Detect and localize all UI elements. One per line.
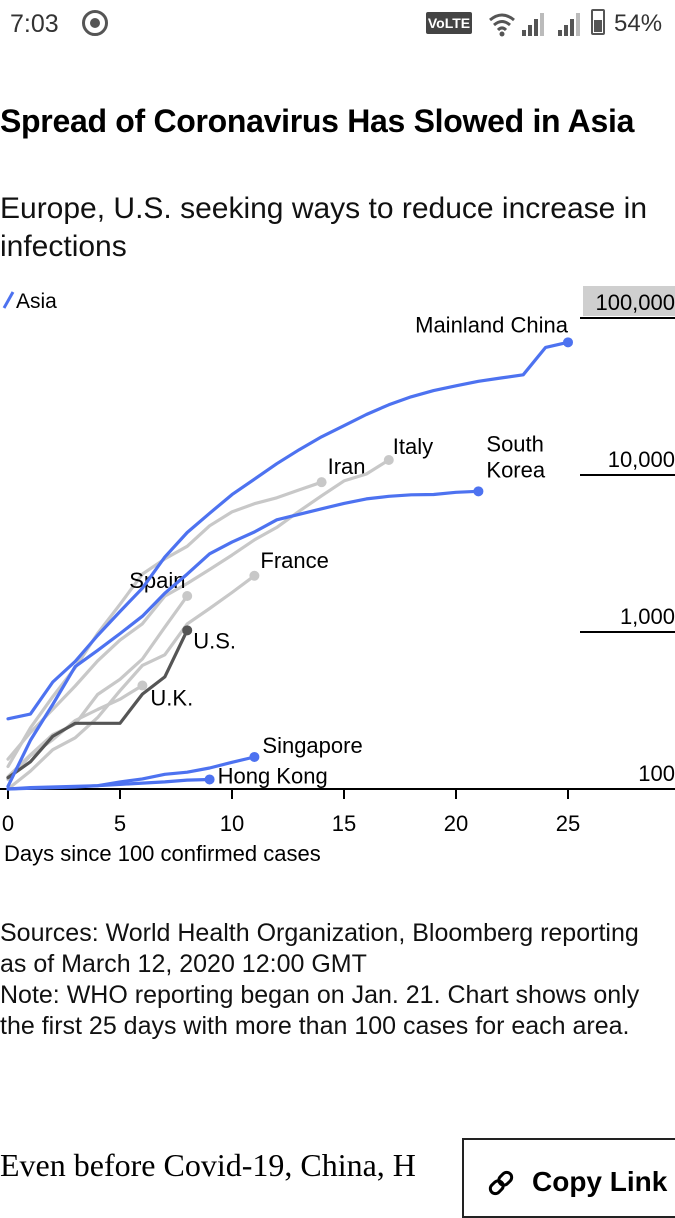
x-tick-label: 10 xyxy=(220,811,244,836)
series-line-hong-kong xyxy=(6,777,212,791)
series-line-spain xyxy=(6,594,189,779)
note-text: Note: WHO reporting began on Jan. 21. Ch… xyxy=(0,981,640,1040)
sources-text: Sources: World Health Organization, Bloo… xyxy=(0,919,639,978)
series-label-singapore: Singapore xyxy=(262,733,362,758)
series-line-u-s xyxy=(6,628,189,780)
copy-link-label: Copy Link xyxy=(532,1166,668,1197)
series-endpoint-u-k xyxy=(137,680,148,691)
x-tick-label: 20 xyxy=(444,811,468,836)
chart-title: Spread of Coronavirus Has Slowed in Asia xyxy=(0,103,635,139)
series-endpoint-hong-kong xyxy=(204,774,215,785)
chart: 100 1,000 10,000 100,000 0 5 10 15 20 25 Days sinc… xyxy=(0,286,675,866)
series-label-u-k: U.K. xyxy=(150,686,193,711)
series-endpoint-spain xyxy=(182,591,193,602)
y-tick-label: 10,000 xyxy=(608,447,675,472)
article-text: Even before Covid-19, China, H xyxy=(0,1147,416,1183)
link-icon xyxy=(488,1170,514,1196)
signal-strength-2-icon xyxy=(558,13,580,36)
status-bar: 7:03 VoLTE 54% xyxy=(0,0,675,48)
series-label-italy: Italy xyxy=(393,434,433,459)
y-tick-label: 1,000 xyxy=(620,604,675,629)
x-tick-label: 5 xyxy=(114,811,126,836)
series-label-south-korea: South Korea xyxy=(486,431,545,482)
series-endpoint-italy xyxy=(383,454,394,465)
series-label-spain: Spain xyxy=(129,568,185,593)
series-line-italy xyxy=(6,458,391,761)
chart-sources: Sources: World Health Organization, Bloo… xyxy=(0,918,670,1042)
series-line-mainland-china xyxy=(6,340,570,721)
series-line-iran xyxy=(6,480,324,769)
series-label-u-s: U.S. xyxy=(193,628,236,653)
x-tick-label: 0 xyxy=(2,811,14,836)
wifi-icon xyxy=(489,13,515,37)
y-tick-label: 100 xyxy=(638,761,675,786)
series-line-france xyxy=(6,574,256,791)
series-endpoint-south-korea xyxy=(473,486,484,497)
clock: 7:03 xyxy=(10,10,59,38)
x-tick-label: 15 xyxy=(332,811,356,836)
chart-subtitle: Europe, U.S. seeking ways to reduce incr… xyxy=(0,192,648,263)
series-line-u-k xyxy=(6,683,144,782)
series-endpoint-singapore xyxy=(249,751,260,762)
series-line-south-korea xyxy=(6,489,480,788)
x-axis-label: Days since 100 confirmed cases xyxy=(4,841,321,866)
y-tick-label: 100,000 xyxy=(595,290,675,315)
series-endpoint-u-s xyxy=(182,625,193,636)
legend-swatch xyxy=(2,291,15,309)
series-label-france: France xyxy=(260,548,328,573)
battery-icon xyxy=(591,9,605,35)
copy-link-button[interactable]: Copy Link xyxy=(462,1138,675,1218)
y-tick-highlight xyxy=(583,286,675,316)
series-endpoint-france xyxy=(249,570,260,581)
chrome-icon xyxy=(82,10,108,36)
battery-percent: 54% xyxy=(614,10,663,37)
signal-strength-1-icon xyxy=(522,13,544,36)
series-label-mainland-china: Mainland China xyxy=(415,312,569,337)
volte-badge: VoLTE xyxy=(426,12,472,34)
series-endpoint-mainland-china xyxy=(563,337,573,348)
series-endpoint-iran xyxy=(316,477,327,488)
series-label-hong-kong: Hong Kong xyxy=(218,763,328,788)
x-tick-label: 25 xyxy=(556,811,580,836)
legend-label: Asia xyxy=(16,290,57,313)
